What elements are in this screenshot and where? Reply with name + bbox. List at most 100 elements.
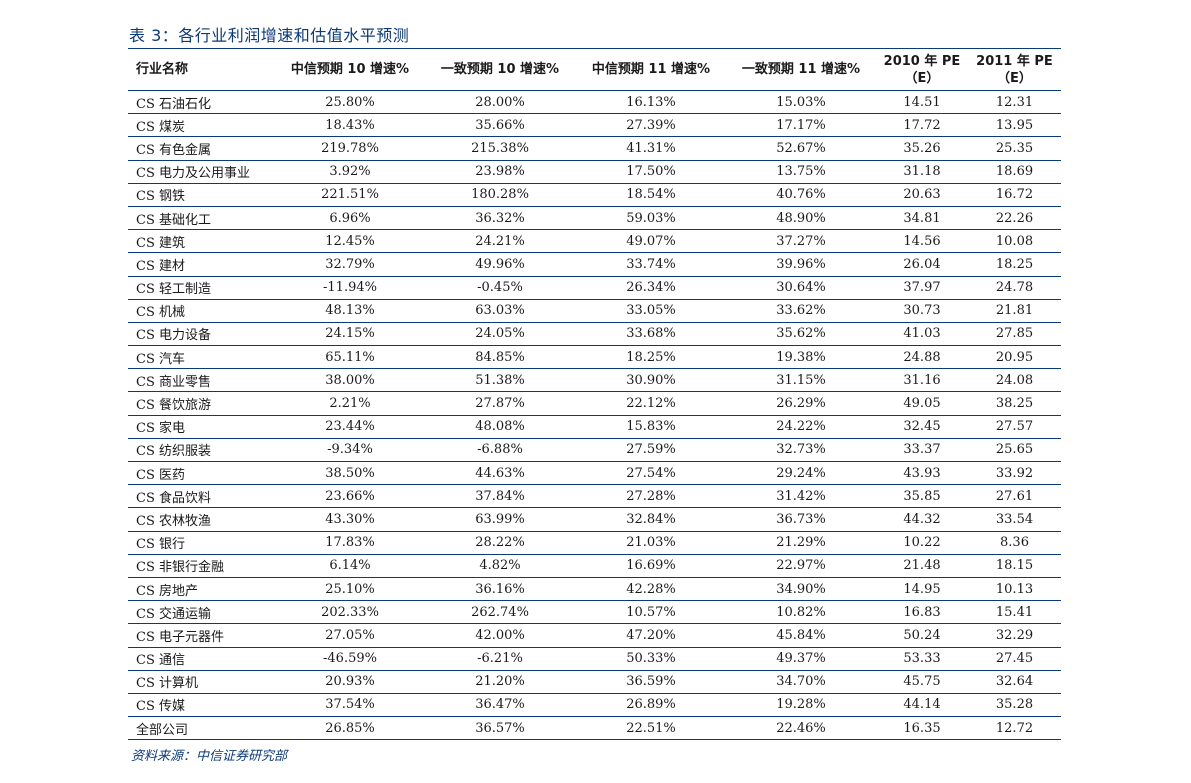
- value-cell: 21.48: [876, 554, 968, 578]
- table-row: CS 计算机 20.93% 21.20% 36.59% 34.70% 45.75 32.64: [128, 670, 1061, 694]
- table-row: CS 煤炭 18.43% 35.66% 27.39% 17.17% 17.72 13.95: [128, 113, 1061, 138]
- value-cell: 30.64%: [726, 276, 876, 300]
- value-cell: 37.27%: [726, 229, 876, 254]
- table-title: 表 3：各行业利润增速和估值水平预测: [129, 26, 410, 45]
- industry-name-cell: CS 交通运输: [128, 600, 276, 625]
- industry-name-cell: CS 非银行金融: [128, 554, 276, 578]
- value-cell: 32.79%: [276, 252, 424, 277]
- value-cell: 10.13: [968, 577, 1061, 602]
- industry-name-cell: CS 煤炭: [128, 113, 276, 138]
- table-row: CS 商业零售 38.00% 51.38% 30.90% 31.15% 31.16 24.0…: [128, 368, 1061, 393]
- column-header: 行业名称: [128, 48, 276, 91]
- value-cell: 24.78: [968, 276, 1061, 300]
- value-cell: 23.44%: [276, 415, 424, 439]
- value-cell: 19.28%: [726, 693, 876, 718]
- value-cell: 45.75: [876, 670, 968, 694]
- value-cell: 2.21%: [276, 391, 424, 416]
- value-cell: 17.83%: [276, 531, 424, 555]
- column-header-text: 中信预期 11 增速%: [591, 62, 711, 77]
- value-cell: 17.50%: [576, 160, 726, 184]
- table-row: CS 通信 -46.59% -6.21% 50.33% 49.37% 53.33 27.45: [128, 647, 1061, 671]
- value-cell: 50.33%: [576, 647, 726, 671]
- value-cell: 31.18: [876, 160, 968, 184]
- value-cell: 31.42%: [726, 484, 876, 509]
- column-header-text: 行业名称: [136, 62, 189, 77]
- value-cell: 215.38%: [424, 136, 576, 161]
- table-row: CS 食品饮料 23.66% 37.84% 27.28% 31.42% 35.85 27.6…: [128, 484, 1061, 509]
- industry-name-cell: CS 钢铁: [128, 183, 276, 207]
- column-header-text: 2010 年 PE: [883, 53, 961, 69]
- column-header-text: （E）: [904, 70, 940, 86]
- industry-name-cell: CS 计算机: [128, 670, 276, 694]
- value-cell: 38.00%: [276, 368, 424, 393]
- industry-name-cell: CS 通信: [128, 647, 276, 671]
- value-cell: 33.68%: [576, 322, 726, 347]
- value-cell: 33.54: [968, 507, 1061, 532]
- value-cell: 49.07%: [576, 229, 726, 254]
- value-cell: 10.57%: [576, 600, 726, 625]
- value-cell: 34.81: [876, 206, 968, 231]
- value-cell: 221.51%: [276, 183, 424, 207]
- value-cell: 33.37: [876, 438, 968, 463]
- value-cell: 30.90%: [576, 368, 726, 393]
- value-cell: 51.38%: [424, 368, 576, 393]
- value-cell: -11.94%: [276, 276, 424, 300]
- table-row: CS 银行 17.83% 28.22% 21.03% 21.29% 10.22 8.36: [128, 531, 1061, 555]
- value-cell: 17.72: [876, 113, 968, 138]
- value-cell: 16.35: [876, 716, 968, 741]
- value-cell: 38.25: [968, 391, 1061, 416]
- table-row: CS 轻工制造 -11.94% -0.45% 26.34% 30.64% 37.97 24.…: [128, 276, 1061, 300]
- industry-name-cell: CS 汽车: [128, 345, 276, 370]
- column-header-text: 一致预期 10 增速%: [440, 62, 560, 77]
- value-cell: 26.34%: [576, 276, 726, 300]
- value-cell: 6.14%: [276, 554, 424, 578]
- industry-name-cell: CS 电力设备: [128, 322, 276, 347]
- value-cell: 23.98%: [424, 160, 576, 184]
- value-cell: 22.12%: [576, 391, 726, 416]
- value-cell: 14.56: [876, 229, 968, 254]
- value-cell: 41.03: [876, 322, 968, 347]
- value-cell: 22.26: [968, 206, 1061, 231]
- value-cell: 12.31: [968, 90, 1061, 115]
- value-cell: 20.95: [968, 345, 1061, 370]
- value-cell: 30.73: [876, 299, 968, 323]
- value-cell: 43.93: [876, 461, 968, 486]
- value-cell: 53.33: [876, 647, 968, 671]
- column-header-text: （E）: [997, 70, 1032, 86]
- value-cell: 27.59%: [576, 438, 726, 463]
- industry-name-cell: CS 商业零售: [128, 368, 276, 393]
- value-cell: 15.41: [968, 600, 1061, 625]
- value-cell: 34.70%: [726, 670, 876, 694]
- industry-name-cell: CS 传媒: [128, 693, 276, 718]
- value-cell: 32.73%: [726, 438, 876, 463]
- value-cell: 39.96%: [726, 252, 876, 277]
- value-cell: 36.16%: [424, 577, 576, 602]
- value-cell: -0.45%: [424, 276, 576, 300]
- value-cell: 19.38%: [726, 345, 876, 370]
- value-cell: 15.03%: [726, 90, 876, 115]
- value-cell: 6.96%: [276, 206, 424, 231]
- value-cell: 41.31%: [576, 136, 726, 161]
- value-cell: 84.85%: [424, 345, 576, 370]
- value-cell: 42.28%: [576, 577, 726, 602]
- table-row: CS 家电 23.44% 48.08% 15.83% 24.22% 32.45 27.57: [128, 415, 1061, 439]
- value-cell: 44.63%: [424, 461, 576, 486]
- value-cell: 24.88: [876, 345, 968, 370]
- industry-name-cell: CS 家电: [128, 415, 276, 439]
- industry-name-cell: CS 轻工制造: [128, 276, 276, 300]
- industry-name-cell: CS 有色金属: [128, 136, 276, 161]
- value-cell: 37.97: [876, 276, 968, 300]
- value-cell: 33.92: [968, 461, 1061, 486]
- industry-name-cell: CS 银行: [128, 531, 276, 555]
- value-cell: 22.97%: [726, 554, 876, 578]
- value-cell: 21.20%: [424, 670, 576, 694]
- value-cell: 22.46%: [726, 716, 876, 741]
- industry-name-cell: CS 建材: [128, 252, 276, 277]
- value-cell: 33.05%: [576, 299, 726, 323]
- value-cell: 38.50%: [276, 461, 424, 486]
- table-row: CS 传媒 37.54% 36.47% 26.89% 19.28% 44.14 35.28: [128, 693, 1061, 718]
- table-row: CS 农林牧渔 43.30% 63.99% 32.84% 36.73% 44.32 33.5…: [128, 507, 1061, 532]
- value-cell: 35.26: [876, 136, 968, 161]
- value-cell: 3.92%: [276, 160, 424, 184]
- value-cell: 63.99%: [424, 507, 576, 532]
